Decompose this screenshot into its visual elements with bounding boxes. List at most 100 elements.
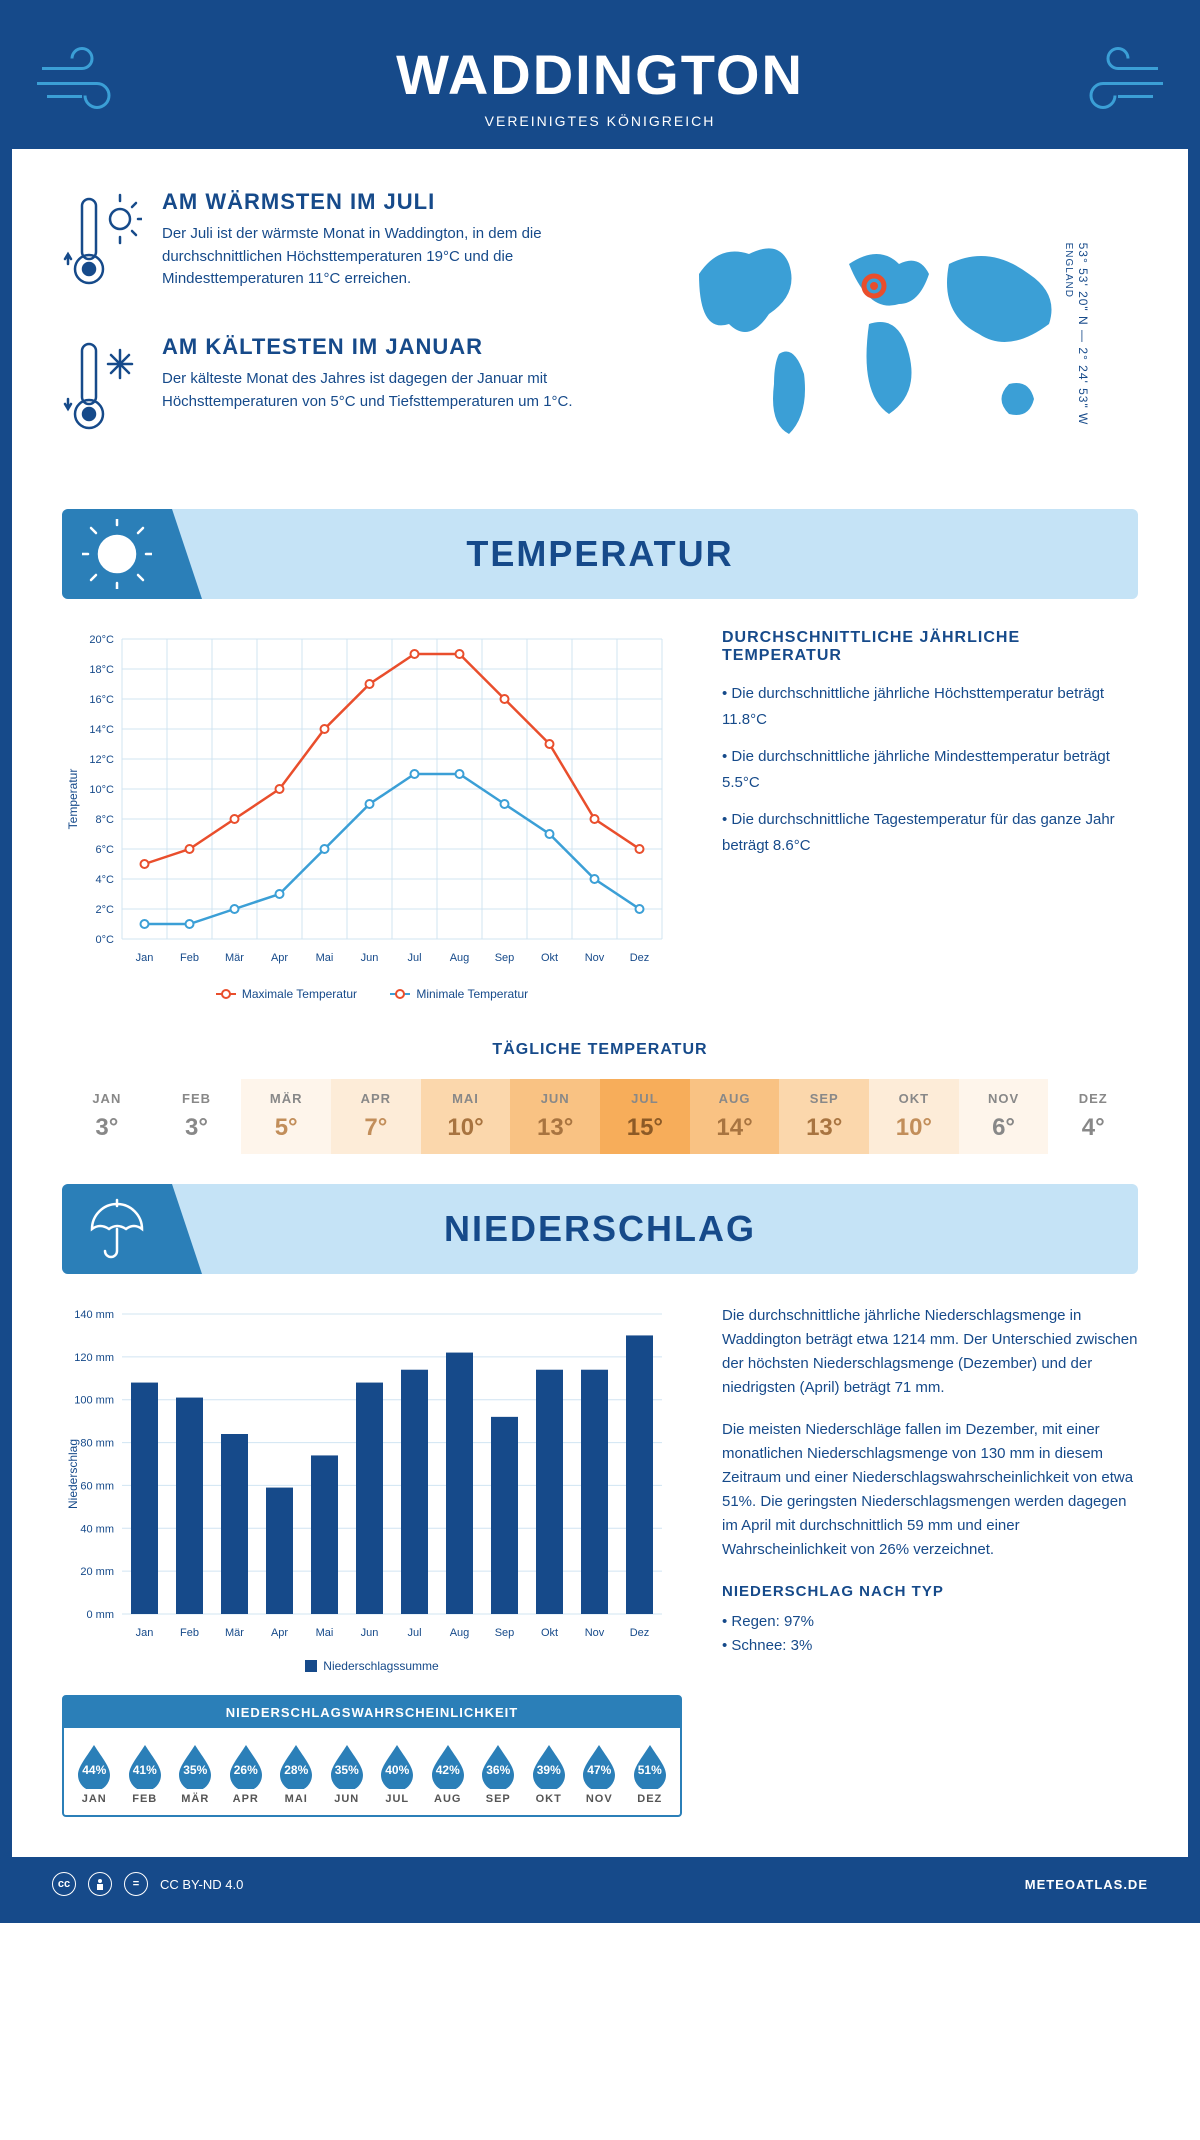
daily-cell: MAI10° [421, 1079, 511, 1154]
thermometer-snow-icon [62, 334, 142, 449]
svg-text:16°C: 16°C [89, 694, 114, 706]
warmest-fact: AM WÄRMSTEN IM JULI Der Juli ist der wär… [62, 189, 580, 304]
prob-cell: 28% MAI [271, 1743, 322, 1805]
daily-cell: FEB3° [152, 1079, 242, 1154]
daily-cell: DEZ4° [1048, 1079, 1138, 1154]
brand-label: METEOATLAS.DE [1025, 1877, 1148, 1892]
precipitation-text: Die durchschnittliche jährliche Niedersc… [722, 1304, 1138, 1817]
svg-text:Jul: Jul [407, 952, 421, 964]
svg-text:Nov: Nov [585, 952, 605, 964]
daily-cell: JUN13° [510, 1079, 600, 1154]
by-icon [88, 1872, 112, 1896]
svg-text:6°C: 6°C [96, 844, 115, 856]
temperature-heading: TEMPERATUR [172, 533, 1138, 575]
svg-text:Dez: Dez [630, 1627, 650, 1639]
svg-text:4°C: 4°C [96, 874, 115, 886]
prob-cell: 51% DEZ [625, 1743, 676, 1805]
svg-text:80 mm: 80 mm [80, 1438, 114, 1450]
svg-text:Sep: Sep [495, 1627, 515, 1639]
umbrella-icon [62, 1184, 172, 1274]
svg-text:Okt: Okt [541, 952, 558, 964]
svg-text:Nov: Nov [585, 1627, 605, 1639]
svg-text:Apr: Apr [271, 952, 288, 964]
sun-icon [62, 509, 172, 599]
svg-text:60 mm: 60 mm [80, 1480, 114, 1492]
svg-text:Feb: Feb [180, 1627, 199, 1639]
svg-text:100 mm: 100 mm [74, 1395, 114, 1407]
prob-cell: 36% SEP [473, 1743, 524, 1805]
prob-cell: 41% FEB [120, 1743, 171, 1805]
coldest-fact: AM KÄLTESTEN IM JANUAR Der kälteste Mona… [62, 334, 580, 449]
page-subtitle: VEREINIGTES KÖNIGREICH [396, 113, 804, 129]
daily-cell: APR7° [331, 1079, 421, 1154]
svg-text:Jul: Jul [407, 1627, 421, 1639]
daily-cell: JUL15° [600, 1079, 690, 1154]
temperature-line-chart: 0°C2°C4°C6°C8°C10°C12°C14°C16°C18°C20°CJ… [62, 629, 682, 1001]
thermometer-sun-icon [62, 189, 142, 304]
svg-text:10°C: 10°C [89, 784, 114, 796]
intro-section: AM WÄRMSTEN IM JULI Der Juli ist der wär… [62, 189, 1138, 479]
daily-temp-heading: TÄGLICHE TEMPERATUR [62, 1041, 1138, 1059]
daily-temp-strip: JAN3°FEB3°MÄR5°APR7°MAI10°JUN13°JUL15°AU… [62, 1079, 1138, 1154]
svg-text:Mär: Mär [225, 1627, 244, 1639]
coldest-heading: AM KÄLTESTEN IM JANUAR [162, 334, 580, 360]
prob-cell: 44% JAN [69, 1743, 120, 1805]
svg-text:Apr: Apr [271, 1627, 288, 1639]
svg-text:Aug: Aug [450, 952, 470, 964]
prob-cell: 47% NOV [574, 1743, 625, 1805]
daily-cell: MÄR5° [241, 1079, 331, 1154]
temperature-summary: DURCHSCHNITTLICHE JÄHRLICHE TEMPERATUR •… [722, 629, 1138, 1001]
page-title: WADDINGTON [396, 42, 804, 107]
svg-text:0°C: 0°C [96, 934, 115, 946]
warmest-body: Der Juli ist der wärmste Monat in Waddin… [162, 223, 580, 291]
coordinates: 53° 53' 20" N — 2° 24' 53" W ENGLAND [1063, 243, 1090, 426]
svg-text:Niederschlag: Niederschlag [66, 1439, 80, 1509]
svg-text:18°C: 18°C [89, 664, 114, 676]
svg-text:0 mm: 0 mm [87, 1609, 115, 1621]
svg-text:Feb: Feb [180, 952, 199, 964]
svg-text:Jan: Jan [136, 952, 154, 964]
precipitation-heading: NIEDERSCHLAG [172, 1208, 1138, 1250]
nd-icon: = [124, 1872, 148, 1896]
svg-text:Sep: Sep [495, 952, 515, 964]
wind-icon [1068, 38, 1168, 123]
svg-text:Dez: Dez [630, 952, 650, 964]
chart-legend: .legend-swatch:nth-child(1)::after{borde… [62, 984, 682, 1001]
svg-text:8°C: 8°C [96, 814, 115, 826]
world-map: 53° 53' 20" N — 2° 24' 53" W ENGLAND [620, 189, 1138, 479]
temperature-banner: TEMPERATUR [62, 509, 1138, 599]
prob-cell: 39% OKT [524, 1743, 575, 1805]
svg-text:Mai: Mai [316, 1627, 334, 1639]
coldest-body: Der kälteste Monat des Jahres ist dagege… [162, 368, 580, 413]
svg-text:Temperatur: Temperatur [66, 769, 80, 830]
svg-text:120 mm: 120 mm [74, 1352, 114, 1364]
svg-text:Jan: Jan [136, 1627, 154, 1639]
svg-text:12°C: 12°C [89, 754, 114, 766]
prob-cell: 26% APR [221, 1743, 272, 1805]
daily-cell: NOV6° [959, 1079, 1049, 1154]
svg-text:Aug: Aug [450, 1627, 470, 1639]
prob-cell: 42% AUG [423, 1743, 474, 1805]
svg-text:20 mm: 20 mm [80, 1566, 114, 1578]
svg-text:2°C: 2°C [96, 904, 115, 916]
daily-cell: SEP13° [779, 1079, 869, 1154]
prob-cell: 35% MÄR [170, 1743, 221, 1805]
wind-icon [32, 38, 132, 123]
svg-text:Okt: Okt [541, 1627, 558, 1639]
header: WADDINGTON VEREINIGTES KÖNIGREICH [12, 12, 1188, 149]
footer: cc = CC BY-ND 4.0 METEOATLAS.DE [12, 1857, 1188, 1911]
prob-cell: 35% JUN [322, 1743, 373, 1805]
precipitation-bar-chart: 0 mm20 mm40 mm60 mm80 mm100 mm120 mm140 … [62, 1304, 682, 1675]
precipitation-banner: NIEDERSCHLAG [62, 1184, 1138, 1274]
svg-text:Mär: Mär [225, 952, 244, 964]
daily-cell: AUG14° [690, 1079, 780, 1154]
svg-text:14°C: 14°C [89, 724, 114, 736]
prob-cell: 40% JUL [372, 1743, 423, 1805]
svg-text:Jun: Jun [361, 1627, 379, 1639]
precipitation-probability-table: NIEDERSCHLAGSWAHRSCHEINLICHKEIT 44% JAN … [62, 1695, 682, 1817]
license-label: CC BY-ND 4.0 [160, 1877, 243, 1892]
svg-text:140 mm: 140 mm [74, 1309, 114, 1321]
warmest-heading: AM WÄRMSTEN IM JULI [162, 189, 580, 215]
cc-icon: cc [52, 1872, 76, 1896]
svg-text:Mai: Mai [316, 952, 334, 964]
